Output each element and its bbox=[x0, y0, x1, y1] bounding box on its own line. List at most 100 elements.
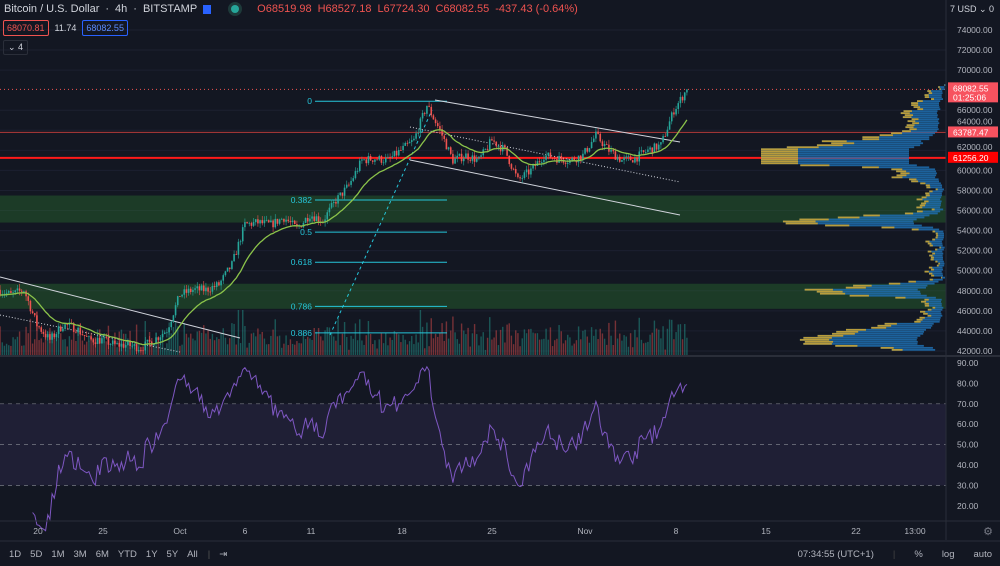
candle bbox=[413, 135, 415, 142]
volume-bar bbox=[504, 342, 506, 355]
volume-bar bbox=[562, 343, 565, 355]
interval[interactable]: 4h bbox=[115, 3, 128, 15]
profile-bar bbox=[917, 108, 941, 111]
volume-bar bbox=[246, 347, 248, 355]
volume-bar bbox=[133, 345, 136, 355]
range-6m[interactable]: 6M bbox=[95, 548, 109, 560]
profile-bar-tip bbox=[891, 132, 903, 135]
range-1d[interactable]: 1D bbox=[9, 548, 22, 560]
volume-bar bbox=[443, 340, 445, 355]
volume-bar bbox=[469, 346, 471, 355]
date-range-icon[interactable]: ⇥ bbox=[219, 548, 228, 560]
profile-bar-tip bbox=[928, 266, 933, 269]
candle bbox=[77, 325, 79, 336]
candle bbox=[484, 148, 487, 151]
candle-body bbox=[673, 112, 675, 115]
volume-bar bbox=[60, 333, 62, 355]
volume-bar bbox=[385, 332, 387, 355]
volume-bar bbox=[664, 349, 666, 355]
fib-level-label: 0.618 bbox=[291, 257, 313, 267]
range-1m[interactable]: 1M bbox=[51, 548, 65, 560]
volume-bar bbox=[265, 344, 268, 355]
profile-bar-tip bbox=[927, 250, 932, 253]
volume-bar bbox=[112, 339, 114, 355]
range-5d[interactable]: 5D bbox=[30, 548, 43, 560]
price-tick: 64000.00 bbox=[957, 116, 993, 126]
profile-bar bbox=[944, 84, 946, 86]
flag-icon[interactable] bbox=[203, 4, 212, 14]
candle bbox=[371, 160, 374, 165]
support-zone bbox=[0, 283, 946, 309]
candle-body bbox=[400, 150, 402, 151]
indicators-toggle[interactable]: ⌄ 4 bbox=[3, 40, 29, 55]
currency-select[interactable]: 7 USD ⌄ 0 bbox=[949, 4, 994, 14]
candle-body bbox=[577, 155, 580, 163]
profile-bar bbox=[935, 248, 944, 251]
candle-body bbox=[163, 332, 166, 334]
candle bbox=[389, 153, 391, 163]
profile-bar-tip bbox=[905, 126, 914, 129]
profile-bar bbox=[799, 218, 917, 221]
profile-bar-tip bbox=[879, 134, 893, 137]
volume-bar bbox=[181, 344, 183, 355]
volume-bar bbox=[354, 323, 357, 355]
profile-bar bbox=[920, 310, 941, 313]
clock-time[interactable]: 07:34:55 (UTC+1) bbox=[797, 548, 874, 560]
candle bbox=[92, 338, 95, 346]
profile-bar bbox=[902, 130, 938, 133]
candle bbox=[51, 331, 53, 344]
candle-body bbox=[137, 350, 140, 352]
candle-body bbox=[629, 156, 632, 161]
candle bbox=[354, 167, 357, 180]
volume-bar bbox=[146, 341, 149, 355]
settings-gear-icon[interactable]: ⚙ bbox=[983, 526, 993, 538]
candle-body bbox=[478, 156, 480, 159]
candle-body bbox=[517, 173, 519, 178]
candle-body bbox=[337, 195, 339, 204]
candle-body bbox=[579, 155, 582, 160]
volume-bar bbox=[116, 347, 118, 355]
sell-button[interactable]: 68070.81 bbox=[3, 20, 49, 36]
candle-body bbox=[202, 285, 205, 292]
volume-bar bbox=[27, 333, 29, 355]
candle bbox=[426, 105, 428, 117]
volume-bar bbox=[439, 332, 441, 355]
candle bbox=[59, 324, 62, 332]
volume-bar bbox=[606, 344, 608, 355]
percent-toggle[interactable]: % bbox=[914, 548, 923, 560]
symbol-name[interactable]: Bitcoin / U.S. Dollar bbox=[4, 3, 100, 15]
candle-body bbox=[519, 177, 521, 179]
candle-body bbox=[23, 291, 25, 293]
candle-body bbox=[324, 219, 326, 223]
volume-bar bbox=[580, 339, 582, 355]
candle-body bbox=[389, 157, 391, 158]
candle-body bbox=[14, 290, 17, 293]
range-ytd[interactable]: YTD bbox=[117, 548, 137, 560]
fib-level-label: 0.786 bbox=[291, 301, 313, 311]
range-all[interactable]: All bbox=[187, 548, 198, 560]
buy-button[interactable]: 68082.55 bbox=[82, 20, 128, 36]
volume-bar bbox=[328, 327, 331, 355]
candle bbox=[185, 285, 188, 298]
candle bbox=[462, 155, 465, 166]
volume-bar bbox=[551, 346, 554, 355]
price-tick: 42000.00 bbox=[957, 346, 993, 356]
range-5y[interactable]: 5Y bbox=[166, 548, 179, 560]
volume-bar bbox=[369, 333, 372, 355]
candle bbox=[566, 158, 569, 169]
auto-toggle[interactable]: auto bbox=[973, 548, 993, 560]
range-1y[interactable]: 1Y bbox=[145, 548, 158, 560]
profile-bar bbox=[911, 228, 940, 231]
candle-body bbox=[387, 157, 389, 158]
profile-bar bbox=[935, 232, 944, 235]
profile-bar-tip bbox=[916, 210, 923, 213]
log-toggle[interactable]: log bbox=[941, 548, 955, 560]
candle-body bbox=[183, 289, 186, 295]
candle-body bbox=[638, 151, 641, 162]
range-3m[interactable]: 3M bbox=[73, 548, 87, 560]
profile-bar bbox=[900, 112, 937, 115]
volume-bar bbox=[268, 344, 270, 355]
volume-bar bbox=[463, 330, 465, 355]
